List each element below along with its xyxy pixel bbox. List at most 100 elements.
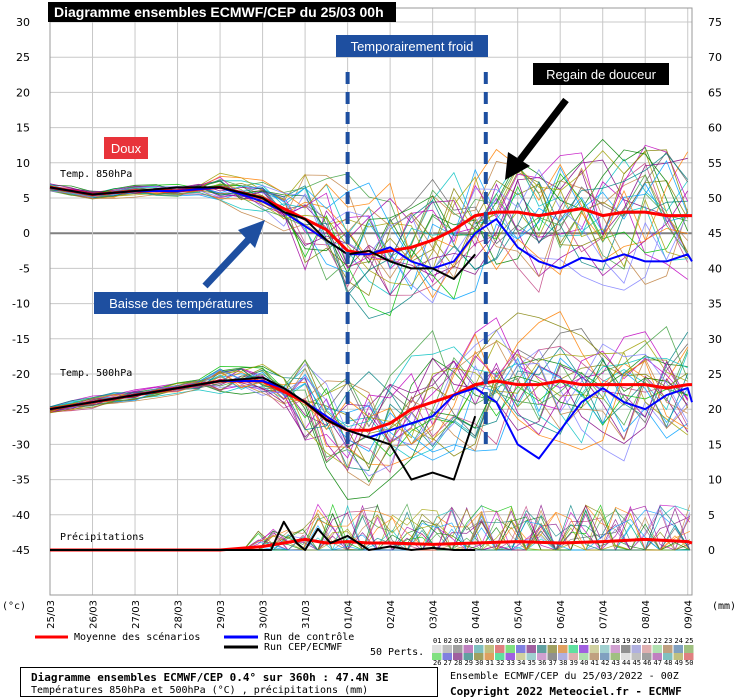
series-t500_control [49,380,693,460]
y-right-tick-label: 45 [708,227,722,240]
perturbation-line-500 [49,312,688,469]
main-series [49,185,693,552]
y-right-tick-label: 20 [708,403,722,416]
legend-pert-swatch [600,653,610,660]
legend-pert-swatch [463,653,473,660]
legend-pert-swatch [642,645,652,653]
y-right-tick-label: 75 [708,16,722,29]
froid-box [336,35,488,57]
perturbation-line-500 [49,359,688,500]
legend-pert-number: 05 [475,637,483,645]
legend-pert-number: 44 [622,659,630,665]
legend-pert-swatch [589,653,599,660]
perturbation-line-850 [49,153,689,297]
x-tick-label: 08/04 [641,600,652,629]
legend-pert-swatch [684,653,694,660]
x-tick-label: 01/04 [344,600,355,629]
footer-copyright: Copyright 2022 Meteociel.fr - ECMWF [450,685,682,698]
legend-pert-swatch [610,653,620,660]
douceur-box [533,63,669,85]
legend-pert-number: 22 [654,637,662,645]
legend-pert-number: 25 [685,637,693,645]
legend-pert-swatch [474,653,484,660]
douceur-arrow-shaft [517,97,569,163]
legend-pert-number: 12 [549,637,557,645]
perturbation-line-850 [49,158,689,296]
y-left-tick-label: 20 [16,86,30,99]
legend-pert-number: 43 [612,659,620,665]
x-tick-label: 31/03 [301,600,312,629]
legend-pert-number: 23 [664,637,672,645]
legend-pert-swatch [526,653,536,660]
y-right-tick-label: 15 [708,438,722,451]
legend-pert-swatch [526,645,536,653]
legend-pert-swatch [684,645,694,653]
series-precip_cep [50,520,476,551]
y-right-tick-label: 35 [708,298,722,311]
legend-pert-number: 24 [675,637,683,645]
legend-pert-number: 41 [591,659,599,665]
legend-pert-number: 17 [601,637,609,645]
legend-pert-swatch [652,645,662,653]
legend-pert-number: 32 [496,659,504,665]
y-right-tick-label: 30 [708,333,722,346]
annotations: Diagramme ensembles ECMWF/CEP du 25/03 0… [48,2,669,445]
right-unit-label: (mm) [712,601,736,612]
legend-pert-number: 21 [643,637,651,645]
legend-pert-swatch [568,653,578,660]
perturbation-line-850 [49,151,689,293]
y-right-tick-label: 25 [708,368,722,381]
legend-pert-number: 27 [444,659,452,665]
baisse-arrow-shaft [202,235,253,289]
legend-pert-swatch [642,653,652,660]
legend-pert-number: 16 [591,637,599,645]
legend-mean-label: Moyenne des scénarios [74,631,200,643]
legend-pert-number: 15 [580,637,588,645]
perturbation-line-850 [49,160,689,300]
y-left-tick-label: -45 [12,544,30,557]
legend-pert-number: 06 [486,637,494,645]
legend-pert-number: 37 [549,659,557,665]
legend-pert-swatch [474,645,484,653]
legend-pert-number: 09 [517,637,525,645]
y-right-tick-label: 55 [708,157,722,170]
legend-pert-number: 01 [433,637,441,645]
y-left-tick-label: 30 [16,16,30,29]
panel-label-850: Temp. 850hPa [60,169,132,180]
perturbation-line-500 [49,349,688,447]
legend-pert-number: 34 [517,659,525,665]
legend-pert-swatch [432,645,442,653]
y-left-tick-label: 25 [16,51,30,64]
legend-pert-swatch [600,645,610,653]
legend-pert-number: 26 [433,659,441,665]
legend-pert-swatch [453,645,463,653]
perturbation-line-500 [49,343,689,477]
legend-pert-swatch [516,645,526,653]
x-tick-label: 03/04 [429,600,440,629]
legend-pert-swatch [537,645,547,653]
x-tick-label: 27/03 [131,600,142,629]
legend-pert-swatch [453,653,463,660]
perturbation-lines [49,138,691,552]
legend-pert-number: 48 [664,659,672,665]
legend-pert-swatch [516,653,526,660]
x-tick-label: 05/04 [514,600,525,629]
legend-pert-number: 29 [465,659,473,665]
legend-pert-swatch [631,645,641,653]
x-tick-label: 07/04 [599,600,610,629]
legend-pert-number: 11 [538,637,546,645]
footer-subtitle: Températures 850hPa et 500hPa (°C) , pré… [31,685,369,696]
y-left-tick-label: 15 [16,122,30,135]
legend-pert-swatch [673,645,683,653]
panel-label-precip: Précipitations [60,531,144,543]
y-left-tick-label: -5 [19,262,30,275]
baisse-box [94,292,268,314]
douceur-label: Regain de douceur [546,67,657,82]
footer-title: Diagramme ensembles ECMWF/CEP 0.4° sur 3… [31,671,389,684]
panel-label-500: Temp. 500hPa [60,368,132,379]
legend-cep-label: Run CEP/ECMWF [264,642,342,653]
y-left-tick-label: -25 [12,403,30,416]
y-right-tick-label: 5 [708,509,715,522]
froid-label: Temporairement froid [351,39,474,54]
x-tick-label: 06/04 [556,600,567,629]
